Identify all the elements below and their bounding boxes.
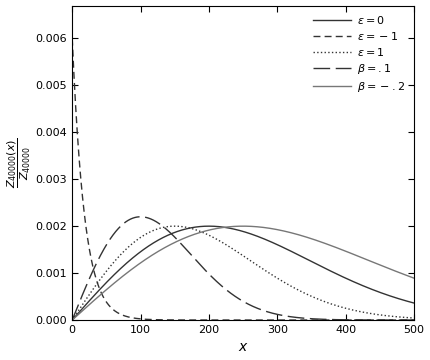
- $\beta = .1$: [412, 318, 417, 322]
- $\varepsilon = 0$: [368, 287, 373, 291]
- $\varepsilon = -1$: [201, 318, 206, 322]
- $\beta = .1$: [70, 318, 75, 322]
- Line: $\beta = -.2$: $\beta = -.2$: [72, 226, 414, 320]
- $\beta = -.2$: [215, 226, 221, 230]
- $\varepsilon = 0$: [109, 275, 114, 280]
- $\varepsilon = 1$: [70, 318, 75, 322]
- $\varepsilon = -1$: [70, 36, 75, 41]
- X-axis label: $x$: $x$: [238, 341, 249, 355]
- $\beta = -.2$: [240, 224, 246, 228]
- $\varepsilon = 1$: [215, 238, 221, 242]
- $\varepsilon = 0$: [201, 224, 206, 229]
- $\varepsilon = -1$: [109, 306, 114, 310]
- $\varepsilon = 1$: [129, 242, 134, 247]
- $\beta = -.2$: [368, 259, 373, 263]
- Line: $\varepsilon = 1$: $\varepsilon = 1$: [72, 226, 414, 320]
- $\varepsilon = 0$: [215, 224, 221, 229]
- $\beta = .1$: [405, 318, 410, 322]
- $\beta = .1$: [109, 235, 114, 240]
- Line: $\beta = .1$: $\beta = .1$: [72, 217, 414, 320]
- $\varepsilon = 0$: [206, 224, 212, 228]
- Y-axis label: $\dfrac{Z_{40000}(x)}{Z_{40000}}$: $\dfrac{Z_{40000}(x)}{Z_{40000}}$: [6, 138, 33, 188]
- $\varepsilon = 0$: [129, 257, 134, 261]
- $\varepsilon = -1$: [405, 318, 410, 322]
- $\beta = -.2$: [129, 267, 134, 272]
- $\beta = -.2$: [201, 229, 206, 234]
- $\beta = .1$: [201, 266, 206, 270]
- $\beta = -.2$: [412, 276, 417, 280]
- $\varepsilon = 0$: [405, 299, 410, 303]
- $\varepsilon = 1$: [201, 230, 206, 235]
- Legend: $\varepsilon = 0$, $\varepsilon = -1$, $\varepsilon = 1$, $\beta = .1$, $\beta =: $\varepsilon = 0$, $\varepsilon = -1$, $…: [309, 11, 408, 97]
- $\beta = .1$: [138, 215, 143, 219]
- $\beta = -.2$: [109, 283, 114, 288]
- $\varepsilon = -1$: [215, 318, 221, 322]
- $\beta = -.2$: [70, 318, 75, 322]
- $\varepsilon = 0$: [412, 301, 417, 305]
- $\varepsilon = -1$: [129, 315, 134, 320]
- $\varepsilon = 0$: [70, 318, 75, 322]
- $\varepsilon = -1$: [412, 318, 417, 322]
- Line: $\varepsilon = 0$: $\varepsilon = 0$: [72, 226, 414, 320]
- $\varepsilon = 1$: [405, 315, 410, 320]
- $\beta = .1$: [215, 281, 221, 285]
- $\varepsilon = 1$: [368, 311, 373, 316]
- $\varepsilon = 1$: [172, 224, 177, 228]
- $\beta = -.2$: [405, 274, 410, 278]
- $\varepsilon = 1$: [109, 263, 114, 267]
- Line: $\varepsilon = -1$: $\varepsilon = -1$: [72, 39, 414, 320]
- $\varepsilon = -1$: [368, 318, 373, 322]
- $\beta = .1$: [129, 216, 134, 221]
- $\varepsilon = 1$: [412, 316, 417, 320]
- $\beta = .1$: [368, 318, 373, 322]
